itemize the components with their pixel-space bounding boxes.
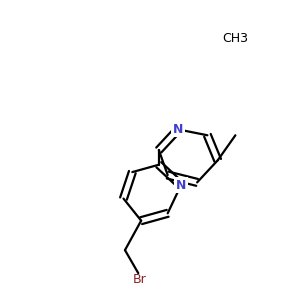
Text: Br: Br [133, 273, 147, 286]
Text: N: N [176, 179, 186, 192]
Text: CH3: CH3 [222, 32, 248, 45]
Text: N: N [173, 123, 183, 136]
